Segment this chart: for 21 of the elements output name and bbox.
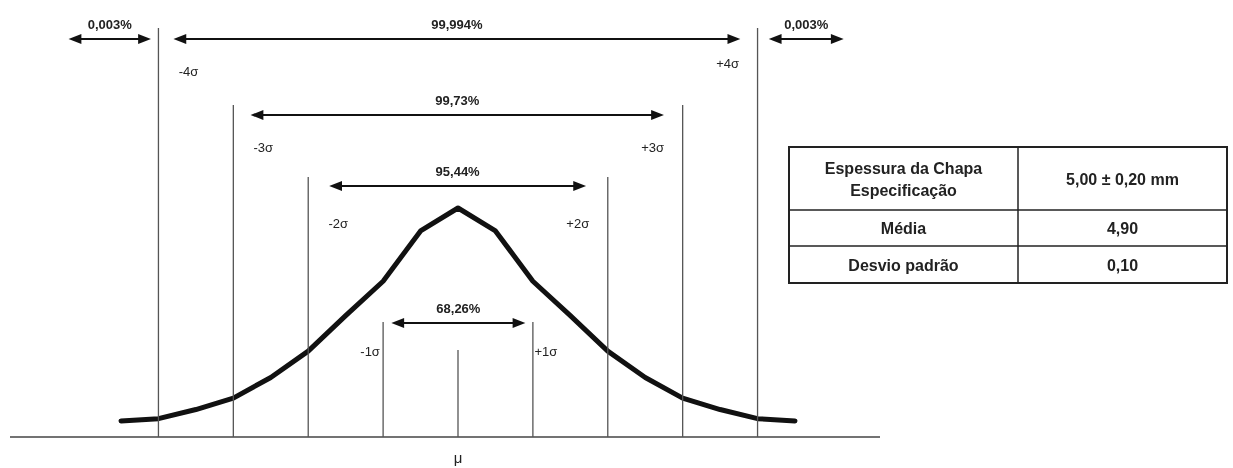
text: Espessura da Chapa Especificação (824, 159, 983, 199)
text: 99,994% (431, 17, 483, 32)
text: μ (453, 449, 463, 466)
text: 5,00 ± 0,20 mm (1066, 170, 1179, 188)
text: 0,003% (87, 17, 133, 32)
text: -3σ (253, 140, 274, 155)
text: 4,90 (1106, 220, 1139, 237)
annotation: +1σ (534, 344, 558, 359)
annotation: -2σ (328, 216, 349, 231)
text: +3σ (641, 140, 665, 155)
text: 0,10 (1106, 256, 1139, 274)
annotation: +2σ (566, 216, 590, 231)
text: 95,44% (435, 164, 481, 179)
text: 99,73% (435, 93, 480, 108)
annotation: -1σ (360, 344, 380, 359)
text: 0,003% (784, 17, 829, 32)
text: -4σ (178, 64, 199, 79)
text: +4σ (716, 56, 739, 71)
text: Desvio padrão (848, 256, 959, 274)
annotation: 68,26% (436, 301, 481, 316)
text: Média (880, 220, 927, 237)
